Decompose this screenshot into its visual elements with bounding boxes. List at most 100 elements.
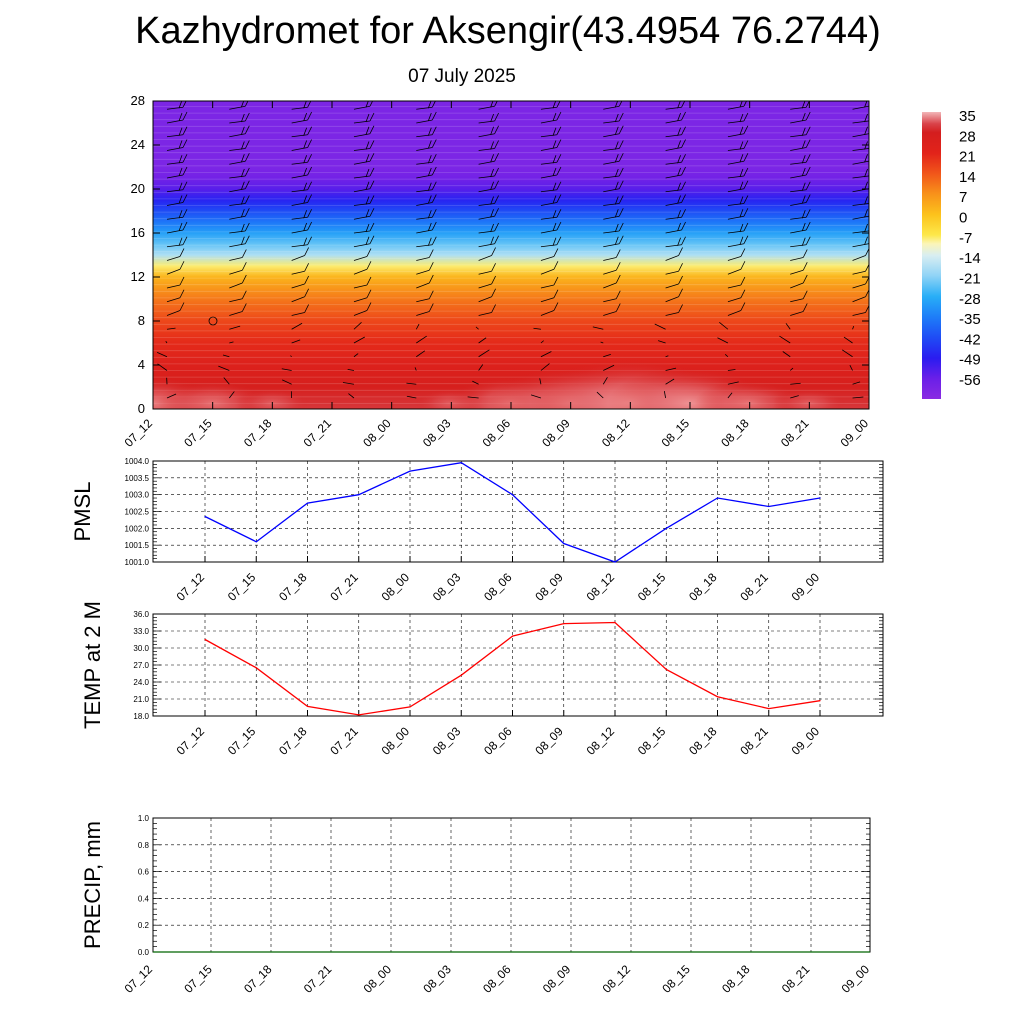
wind-barb-shaft <box>478 175 495 179</box>
wind-barb-flag <box>805 181 811 190</box>
wind-barb-flag <box>864 181 868 190</box>
wind-barb-shaft <box>416 161 433 165</box>
wind-barb-flag <box>366 248 372 257</box>
x-tick-label: 08_12 <box>600 962 634 996</box>
y-tick-label: 12 <box>131 269 145 284</box>
y-tick-label: 24.0 <box>133 678 149 687</box>
wind-barb-shaft <box>540 147 558 151</box>
wind-barb-shaft <box>229 341 234 344</box>
y-tick-label: 16 <box>131 225 145 240</box>
wind-barb-shaft <box>600 341 604 344</box>
wind-barb-flag <box>427 210 432 219</box>
wind-barb-shaft <box>665 296 679 303</box>
y-tick-label: 8 <box>138 313 145 328</box>
wind-barb-flag <box>614 154 619 163</box>
wind-barb-shaft <box>852 120 869 124</box>
wind-barb-shaft <box>478 120 495 124</box>
wind-barb-shaft <box>416 134 433 138</box>
wind-barb-flag <box>240 168 245 178</box>
wind-barb-shaft <box>665 216 682 220</box>
wind-barb-flag <box>864 126 868 135</box>
wind-barb-flag <box>244 140 250 149</box>
wind-barb-shaft <box>665 134 682 138</box>
wind-barb-flag <box>365 181 370 190</box>
wind-barb-shaft <box>229 298 243 303</box>
data-point <box>204 638 206 641</box>
wind-barb-shaft <box>166 106 184 110</box>
wind-barb-shaft <box>416 311 430 316</box>
wind-barb-shaft <box>166 216 184 220</box>
wind-barb-shaft <box>727 105 744 110</box>
wind-barb-shaft <box>291 202 308 206</box>
wind-barb-shaft <box>790 229 807 234</box>
y-tick-label: 21.0 <box>133 695 149 704</box>
wind-barb-shaft <box>353 175 371 179</box>
wind-barb-shaft <box>540 297 555 303</box>
wind-barb-shaft <box>603 175 620 179</box>
wind-barb-flag <box>491 304 496 313</box>
wind-barb-flag <box>369 180 375 189</box>
wind-barb-shaft <box>353 188 371 193</box>
wind-barb-flag <box>494 153 499 162</box>
wind-barb-flag <box>428 290 434 299</box>
wind-barb-flag <box>494 180 499 189</box>
wind-barb-flag <box>615 274 621 284</box>
wind-barb-flag <box>369 112 375 122</box>
wind-barb-flag <box>743 222 749 232</box>
wind-barb-flag <box>681 209 686 218</box>
wind-barb-flag <box>369 153 375 162</box>
wind-barb-flag <box>490 154 494 163</box>
x-tick-label: 08_18 <box>718 416 752 450</box>
wind-barb-shaft <box>229 160 246 165</box>
wind-barb-shaft <box>727 133 744 138</box>
wind-barb-flag <box>490 209 494 218</box>
wind-barb-shaft <box>229 215 246 220</box>
wind-barb-shaft <box>166 202 184 206</box>
wind-barb-shaft <box>166 189 184 193</box>
wind-barb-flag <box>556 194 562 203</box>
data-point <box>563 623 565 625</box>
wind-barb-shaft <box>478 203 495 206</box>
x-tick-label: 08_09 <box>540 962 574 996</box>
wind-barb-flag <box>431 126 437 135</box>
wind-barb-flag <box>552 237 557 246</box>
wind-barb-shaft <box>291 216 308 220</box>
wind-barb-shaft <box>852 230 869 234</box>
wind-barb-flag <box>491 275 496 285</box>
wind-barb-shaft <box>790 134 807 138</box>
wind-barb-flag <box>802 274 808 284</box>
wind-barb-shaft <box>539 378 542 385</box>
wind-barb-flag <box>618 125 624 134</box>
wind-barb-shaft <box>790 269 804 275</box>
wind-barb-flag <box>556 126 562 135</box>
wind-barb-flag <box>303 182 308 191</box>
wind-barb-flag <box>303 195 308 204</box>
x-tick-label: 07_18 <box>241 962 275 996</box>
wind-barb-flag <box>805 209 811 218</box>
wind-barb-shaft <box>166 310 181 316</box>
wind-barb-shaft <box>353 160 371 165</box>
x-tick-label: 07_12 <box>122 962 156 996</box>
wind-barb-shaft <box>665 174 682 179</box>
wind-barb-shaft <box>852 381 861 385</box>
wind-barb-flag <box>365 223 370 233</box>
wind-barb-flag <box>304 247 310 256</box>
wind-barb-shaft <box>719 321 729 330</box>
x-tick-label: 07_18 <box>276 570 310 604</box>
wind-barb-flag <box>490 196 494 205</box>
colorbar-label: -21 <box>959 270 981 287</box>
warm-anomaly <box>772 388 847 409</box>
wind-barb-flag <box>553 261 559 270</box>
wind-barb-flag <box>244 167 250 177</box>
wind-barb-flag <box>431 181 437 190</box>
wind-barb-flag <box>428 249 434 258</box>
data-point <box>511 635 514 637</box>
heatmap-field <box>153 101 869 409</box>
wind-barb-shaft <box>291 296 305 303</box>
wind-barb-shaft <box>727 256 742 261</box>
wind-barb-flag <box>552 112 557 122</box>
wind-barb-shaft <box>790 147 807 151</box>
wind-barb-shaft <box>353 105 371 110</box>
wind-barb-flag <box>681 236 686 245</box>
wind-barb-shaft <box>841 349 853 358</box>
